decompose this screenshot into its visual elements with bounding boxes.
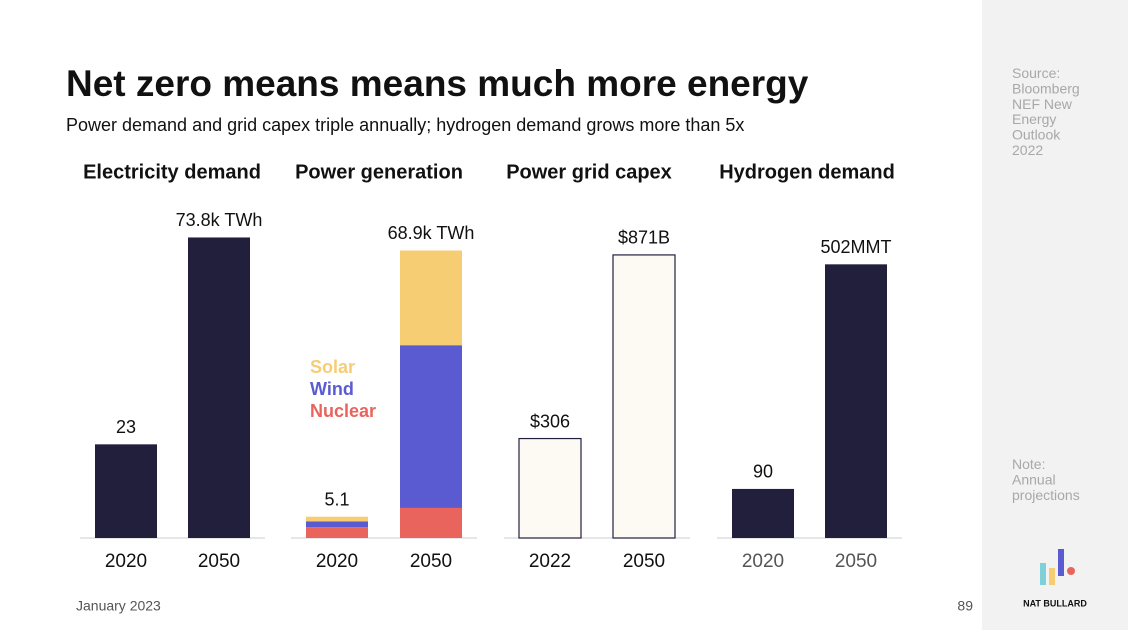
data-label: 23	[116, 417, 136, 437]
bar-segment	[400, 507, 462, 538]
x-tick-label: 2020	[316, 551, 358, 572]
side-line: Outlook	[1012, 126, 1061, 142]
bar	[825, 264, 887, 538]
x-tick-label: 2050	[835, 551, 877, 572]
side-line: Source:	[1012, 65, 1060, 81]
slide-subtitle: Power demand and grid capex triple annua…	[66, 115, 744, 135]
chart-panel: Hydrogen demand 90 502MMT 2020 2050	[717, 161, 902, 572]
logo	[1040, 549, 1075, 585]
bar-segment	[306, 521, 368, 528]
sidebar	[982, 0, 1128, 630]
side-text: Note: Annual projections	[1012, 456, 1080, 503]
note: Note: Annual projections	[1012, 456, 1080, 503]
side-line: 2022	[1012, 142, 1043, 158]
total-label: 5.1	[324, 489, 349, 509]
bar	[732, 488, 794, 538]
x-tick-label: 2050	[198, 551, 240, 572]
chart-panel: Electricity demand 23 73.8k TWh 2020 2050	[80, 161, 265, 572]
bar	[95, 444, 157, 538]
side-line: projections	[1012, 487, 1080, 503]
bar	[518, 437, 582, 539]
chart-panel: Power generation 5.1 68.9k TWh SolarWindNuc…	[291, 161, 477, 572]
side-line: Annual	[1012, 471, 1056, 487]
chart-title: Electricity demand	[83, 161, 261, 183]
side-line: Energy	[1012, 111, 1056, 127]
data-label: $306	[530, 411, 570, 431]
side-line: NEF New	[1012, 96, 1073, 112]
footer-date: January 2023	[76, 598, 161, 614]
data-label: 502MMT	[820, 237, 891, 257]
bar-segment	[306, 516, 368, 522]
chart-panel: Power grid capex $306 $871B 2022 2050	[504, 161, 690, 572]
page-number: 89	[957, 598, 973, 614]
bar	[188, 237, 250, 538]
legend-label: Wind	[310, 379, 354, 399]
x-tick-label: 2020	[742, 551, 784, 572]
side-line: Bloomberg	[1012, 80, 1080, 96]
x-tick-label: 2050	[410, 551, 452, 572]
data-label: 73.8k TWh	[176, 210, 263, 230]
slide-title: Net zero means means much more energy	[66, 63, 809, 104]
side-line: Note:	[1012, 456, 1045, 472]
chart-title: Power grid capex	[506, 161, 672, 183]
source-note: Source: Bloomberg NEF New Energy Outlook 2022	[1012, 65, 1080, 158]
side-text: Source: Bloomberg NEF New Energy Outlook 2022	[1012, 65, 1080, 158]
bar	[612, 254, 676, 539]
total-label: 68.9k TWh	[388, 223, 475, 243]
x-tick-label: 2020	[105, 551, 147, 572]
bar-segment	[400, 345, 462, 508]
x-tick-label: 2050	[623, 551, 665, 572]
data-label: $871B	[618, 228, 670, 248]
x-tick-label: 2022	[529, 551, 571, 572]
brand: NAT BULLARD	[1023, 598, 1087, 608]
legend-label: Nuclear	[310, 401, 376, 421]
bar-segment	[400, 250, 462, 346]
chart-title: Hydrogen demand	[719, 161, 895, 183]
data-label: 90	[753, 462, 773, 482]
chart-title: Power generation	[295, 161, 463, 183]
legend-label: Solar	[310, 357, 355, 377]
bar-segment	[306, 527, 368, 538]
